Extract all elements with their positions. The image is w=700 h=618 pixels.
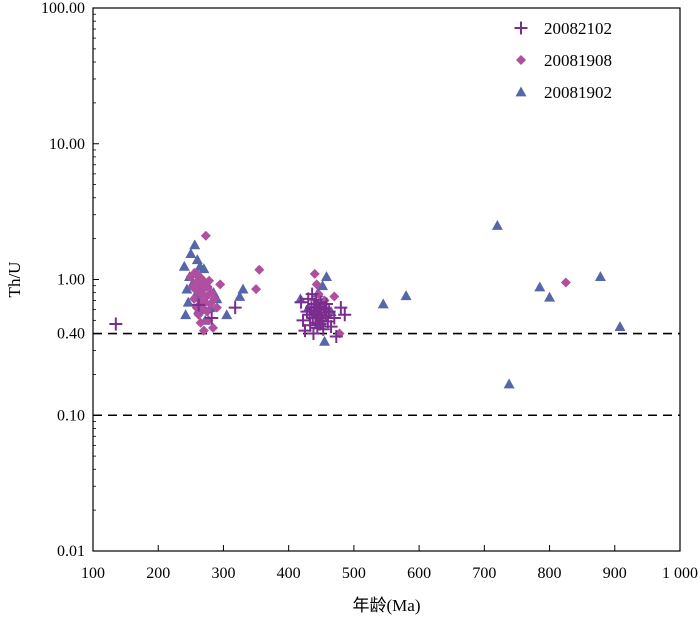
legend-label: 20081908 (544, 51, 612, 70)
data-point-triangle (234, 290, 246, 301)
data-point-diamond (204, 275, 215, 286)
data-point-plus (109, 317, 123, 331)
data-point-plus (296, 313, 310, 327)
x-axis-label: 年龄(Ma) (353, 596, 421, 615)
data-point-diamond (254, 264, 265, 275)
x-tick-label: 900 (603, 565, 627, 582)
x-axis: 100 200 300 400 500 600 700 800 900 1 000 (81, 545, 698, 582)
data-point-diamond (215, 279, 226, 290)
data-point-triangle (491, 219, 503, 230)
data-point-triangle (534, 281, 546, 292)
data-point-triangle (614, 321, 626, 331)
data-point-diamond (200, 230, 211, 241)
data-point-plus (205, 311, 219, 325)
data-point-diamond (211, 302, 222, 313)
legend-marker-triangle (515, 86, 527, 97)
data-point-triangle (185, 248, 197, 259)
data-point-triangle (594, 271, 606, 282)
data-point-diamond (329, 291, 340, 302)
y-tick-label: 0.10 (57, 407, 85, 424)
x-tick-label: 300 (211, 565, 235, 582)
x-tick-label: 500 (342, 565, 366, 582)
legend-label: 20082102 (544, 19, 612, 38)
legend: 20082102 20081908 20081902 (514, 19, 612, 102)
data-point-plus (192, 298, 206, 312)
data-point-diamond (311, 279, 322, 290)
data-point-triangle (180, 309, 192, 320)
x-tick-label: 1 000 (662, 565, 698, 582)
data-point-diamond (195, 317, 206, 328)
reference-lines (93, 332, 680, 417)
x-tick-label: 800 (538, 565, 562, 582)
data-point-diamond (209, 293, 220, 304)
data-point-triangle (317, 280, 329, 291)
x-tick-label: 400 (277, 565, 301, 582)
data-marks (109, 219, 626, 389)
data-point-plus (228, 301, 242, 315)
data-point-plus (327, 311, 341, 325)
legend-label: 20081902 (544, 83, 612, 102)
data-point-plus (316, 322, 330, 336)
data-point-diamond (208, 322, 219, 333)
x-tick-label: 700 (472, 565, 496, 582)
data-point-diamond (251, 284, 262, 295)
data-point-plus (334, 301, 348, 315)
data-point-triangle (544, 291, 556, 302)
data-point-triangle (377, 298, 389, 309)
data-point-triangle (400, 290, 412, 301)
legend-marker-diamond (516, 55, 526, 65)
y-axis-label: Th/U (5, 262, 24, 298)
data-point-triangle (178, 260, 190, 271)
data-point-plus (338, 308, 352, 322)
x-tick-label: 200 (146, 565, 170, 582)
data-point-triangle (221, 309, 233, 320)
data-point-plus (329, 330, 343, 344)
x-tick-label: 100 (81, 565, 105, 582)
y-tick-label: 0.40 (57, 326, 85, 343)
y-tick-label: 100.00 (41, 0, 85, 17)
x-tick-label: 600 (407, 565, 431, 582)
y-tick-label: 10.00 (49, 136, 85, 153)
y-tick-label: 0.01 (57, 543, 85, 560)
y-axis: 0.01 0.10 0.40 1.00 10.00 100.00 (41, 0, 99, 560)
data-point-triangle (237, 283, 249, 294)
legend-marker-plus (514, 21, 528, 35)
data-point-triangle (198, 263, 210, 274)
data-point-diamond (560, 277, 571, 288)
data-point-diamond (198, 325, 209, 336)
data-point-diamond (309, 268, 320, 279)
y-tick-label: 1.00 (57, 272, 85, 289)
data-point-plus (319, 297, 333, 311)
data-point-plus (324, 320, 338, 334)
data-point-diamond (193, 309, 204, 320)
data-point-triangle (189, 239, 201, 250)
data-point-plus (294, 295, 308, 309)
data-point-triangle (182, 296, 194, 307)
data-point-triangle (319, 335, 331, 346)
data-point-triangle (503, 378, 515, 389)
data-point-triangle (320, 271, 332, 282)
data-point-diamond (202, 306, 213, 317)
